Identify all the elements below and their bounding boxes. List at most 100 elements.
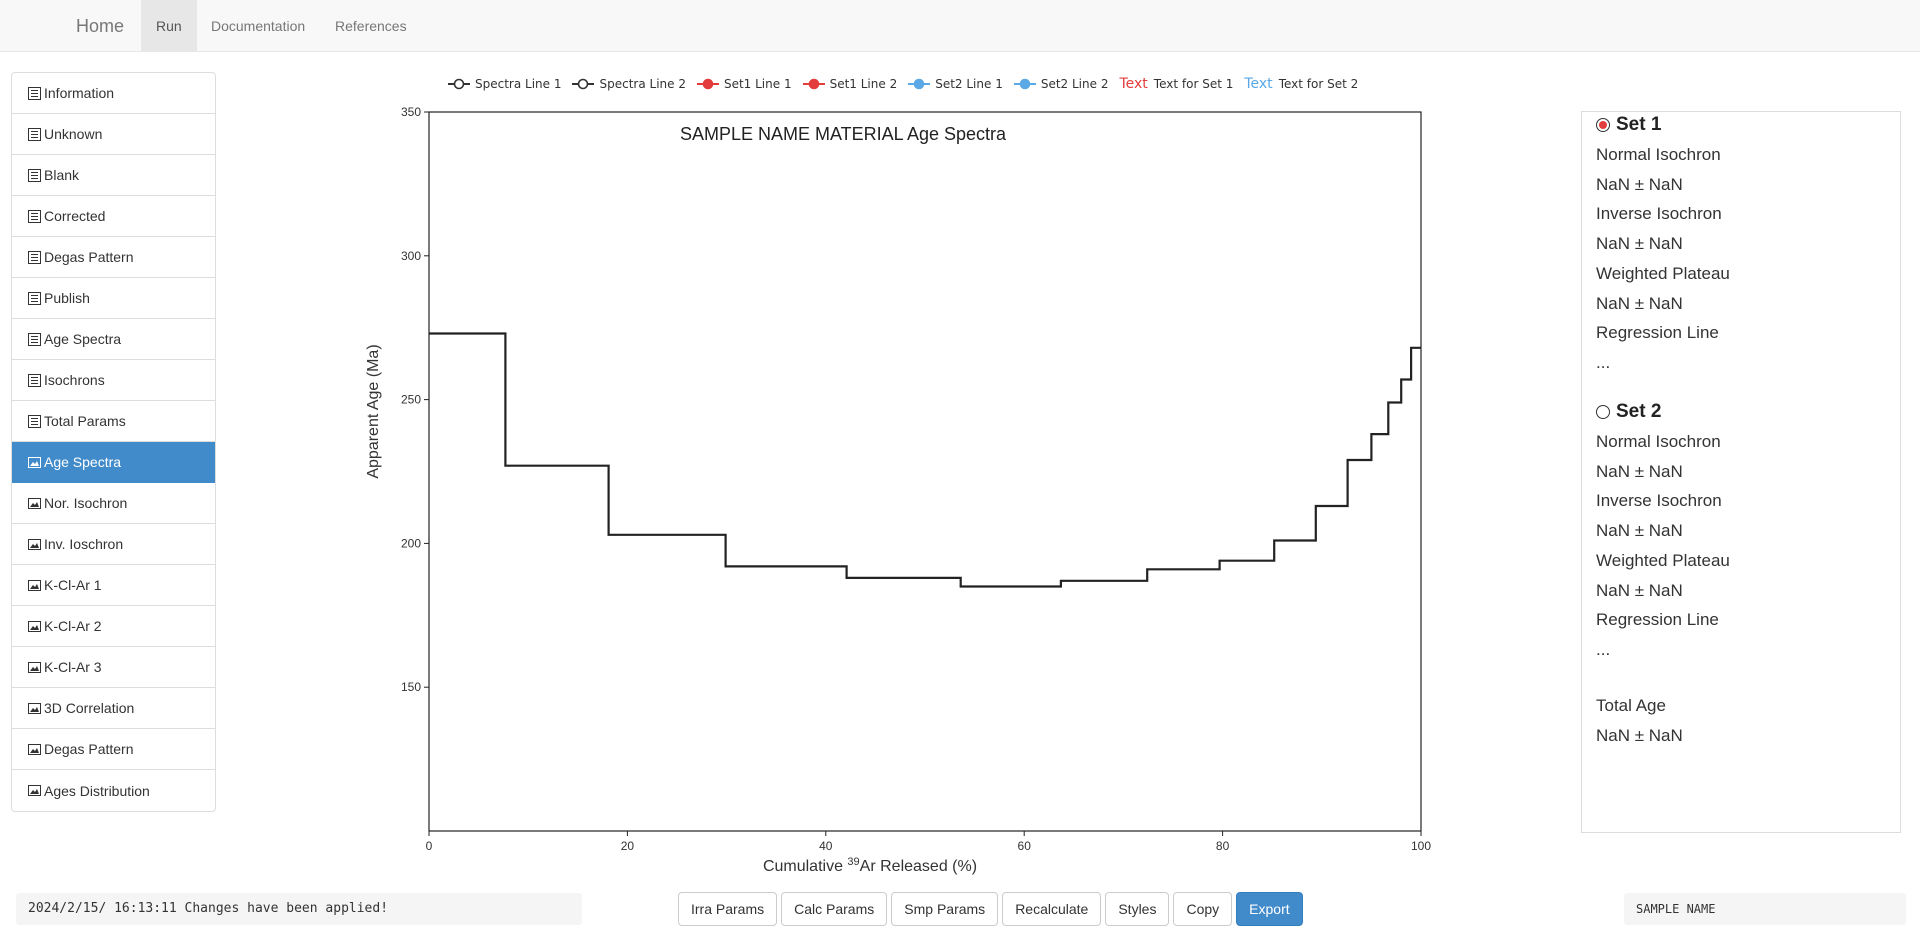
x-tick-label: 40 bbox=[819, 839, 833, 853]
legend-item[interactable]: Text Text for Set 2 bbox=[1244, 76, 1358, 92]
sidebar-item-k-cl-ar-2[interactable]: K-Cl-Ar 2 bbox=[12, 606, 215, 647]
image-icon bbox=[27, 538, 41, 551]
set2-title: Set 2 bbox=[1616, 401, 1662, 422]
sidebar-item-k-cl-ar-1[interactable]: K-Cl-Ar 1 bbox=[12, 565, 215, 606]
sidebar-item-k-cl-ar-3[interactable]: K-Cl-Ar 3 bbox=[12, 647, 215, 688]
nav-run-link[interactable]: Run bbox=[141, 0, 197, 52]
sidebar-item-label: Ages Distribution bbox=[44, 782, 150, 799]
sidebar-item-total-params[interactable]: Total Params bbox=[12, 401, 215, 442]
legend-label: Spectra Line 2 bbox=[599, 77, 686, 91]
sidebar-item-label: Nor. Isochron bbox=[44, 495, 128, 511]
legend-item[interactable]: Set2 Line 1 bbox=[908, 77, 1003, 91]
sidebar-item-label: Age Spectra bbox=[44, 454, 122, 470]
set1-radio[interactable] bbox=[1596, 118, 1610, 132]
x-tick-label: 0 bbox=[426, 839, 433, 853]
sidebar-item-unknown[interactable]: Unknown bbox=[12, 114, 215, 155]
image-icon bbox=[27, 661, 41, 674]
set2-result-line: NaN ± NaN bbox=[1596, 461, 1683, 481]
set1-result-line: Regression Line bbox=[1596, 323, 1719, 343]
set1-title: Set 1 bbox=[1616, 114, 1662, 135]
sidebar-item-label: Degas Pattern bbox=[44, 741, 134, 757]
sidebar-item-3d-correlation[interactable]: 3D Correlation bbox=[12, 688, 215, 729]
image-icon bbox=[27, 456, 41, 469]
sidebar-item-label: Isochrons bbox=[44, 372, 105, 388]
sidebar-item-label: Total Params bbox=[44, 413, 126, 429]
image-icon bbox=[27, 620, 41, 633]
y-axis-label: Apparent Age (Ma) bbox=[365, 344, 382, 478]
set1-result-line: NaN ± NaN bbox=[1596, 234, 1683, 254]
table-icon bbox=[27, 86, 41, 100]
sidebar-item-label: Age Spectra bbox=[44, 331, 122, 347]
sidebar-item-age-spectra[interactable]: Age Spectra bbox=[12, 442, 215, 483]
sidebar-item-blank[interactable]: Blank bbox=[12, 155, 215, 196]
legend-item[interactable]: Text Text for Set 1 bbox=[1119, 76, 1233, 92]
set1-result-line: NaN ± NaN bbox=[1596, 174, 1683, 194]
sidebar-item-label: 3D Correlation bbox=[44, 700, 135, 716]
set2-result-line: Weighted Plateau bbox=[1596, 550, 1730, 570]
nav-home-link[interactable]: Home bbox=[76, 16, 125, 36]
x-tick-label: 60 bbox=[1018, 839, 1032, 853]
legend-label: Set1 Line 2 bbox=[829, 77, 898, 91]
table-icon bbox=[27, 414, 41, 428]
legend-item[interactable]: Set1 Line 2 bbox=[802, 77, 898, 91]
copy-button[interactable]: Copy bbox=[1173, 892, 1233, 926]
top-navbar: Home Run Documentation References bbox=[0, 0, 1920, 52]
set2-result-line: NaN ± NaN bbox=[1596, 580, 1683, 600]
sidebar-item-publish[interactable]: Publish bbox=[12, 278, 215, 319]
legend-label: Set1 Line 1 bbox=[723, 77, 792, 91]
irra-params-button[interactable]: Irra Params bbox=[678, 892, 778, 926]
spectra-line-1 bbox=[429, 332, 1421, 588]
chart-title: SAMPLE NAME MATERIAL Age Spectra bbox=[680, 124, 1007, 144]
set2-radio[interactable] bbox=[1596, 405, 1610, 419]
table-icon bbox=[27, 291, 41, 305]
image-icon bbox=[27, 743, 41, 756]
plot-frame bbox=[428, 111, 1422, 832]
legend-label: Set2 Line 1 bbox=[935, 77, 1003, 91]
x-tick-label: 100 bbox=[1411, 839, 1431, 853]
styles-button[interactable]: Styles bbox=[1105, 892, 1170, 926]
recalculate-button[interactable]: Recalculate bbox=[1002, 892, 1102, 926]
smp-params-button[interactable]: Smp Params bbox=[891, 892, 999, 926]
sidebar-item-nor-isochron[interactable]: Nor. Isochron bbox=[12, 483, 215, 524]
status-message: 2024/2/15/ 16:13:11 Changes have been ap… bbox=[16, 893, 582, 925]
x-axis-label: Cumulative 39Ar Released (%) bbox=[763, 856, 977, 875]
legend-item[interactable]: Set1 Line 1 bbox=[696, 77, 792, 91]
legend-item[interactable]: Spectra Line 1 bbox=[448, 77, 561, 91]
sidebar-item-ages-distribution[interactable]: Ages Distribution bbox=[12, 770, 215, 811]
sidebar-item-degas-pattern[interactable]: Degas Pattern bbox=[12, 729, 215, 770]
legend-marker-icon bbox=[908, 78, 931, 90]
set1-result-line: Weighted Plateau bbox=[1596, 263, 1730, 283]
legend-marker-icon bbox=[696, 78, 719, 90]
y-tick-label: 250 bbox=[401, 393, 421, 407]
sidebar: Information Unknown Blank Corrected Degas Pa… bbox=[11, 72, 216, 812]
sidebar-item-inv-ioschron[interactable]: Inv. Ioschron bbox=[12, 524, 215, 565]
sidebar-item-label: Corrected bbox=[44, 208, 106, 224]
table-icon bbox=[27, 250, 41, 264]
total-age-label: Total Age bbox=[1596, 696, 1666, 715]
export-button[interactable]: Export bbox=[1236, 892, 1303, 926]
chart-legend: Spectra Line 1 Spectra Line 2 Set1 Line 1 S… bbox=[448, 74, 1369, 94]
calc-params-button[interactable]: Calc Params bbox=[781, 892, 888, 926]
sidebar-item-age-spectra[interactable]: Age Spectra bbox=[12, 319, 215, 360]
sidebar-item-information[interactable]: Information bbox=[12, 73, 215, 114]
x-tick-label: 80 bbox=[1216, 839, 1230, 853]
legend-label: Set2 Line 2 bbox=[1040, 77, 1109, 91]
legend-label: Text for Set 2 bbox=[1278, 77, 1359, 91]
legend-marker-icon bbox=[572, 78, 595, 90]
set1-selector[interactable]: Set 1 bbox=[1596, 114, 1661, 136]
set2-result-line: Normal Isochron bbox=[1596, 432, 1721, 451]
image-icon bbox=[27, 784, 41, 797]
legend-marker-icon bbox=[802, 78, 825, 90]
set2-result-line: Regression Line bbox=[1596, 610, 1719, 630]
sidebar-item-isochrons[interactable]: Isochrons bbox=[12, 360, 215, 401]
table-icon bbox=[27, 373, 41, 387]
sidebar-item-label: Blank bbox=[44, 167, 80, 183]
legend-item[interactable]: Set2 Line 2 bbox=[1013, 77, 1109, 91]
legend-item[interactable]: Spectra Line 2 bbox=[572, 77, 686, 91]
nav-documentation-link[interactable]: Documentation bbox=[211, 18, 306, 34]
nav-references-link[interactable]: References bbox=[335, 18, 407, 34]
sidebar-item-label: Inv. Ioschron bbox=[44, 536, 124, 552]
sidebar-item-degas-pattern[interactable]: Degas Pattern bbox=[12, 237, 215, 278]
set2-selector[interactable]: Set 2 bbox=[1596, 401, 1661, 423]
sidebar-item-corrected[interactable]: Corrected bbox=[12, 196, 215, 237]
